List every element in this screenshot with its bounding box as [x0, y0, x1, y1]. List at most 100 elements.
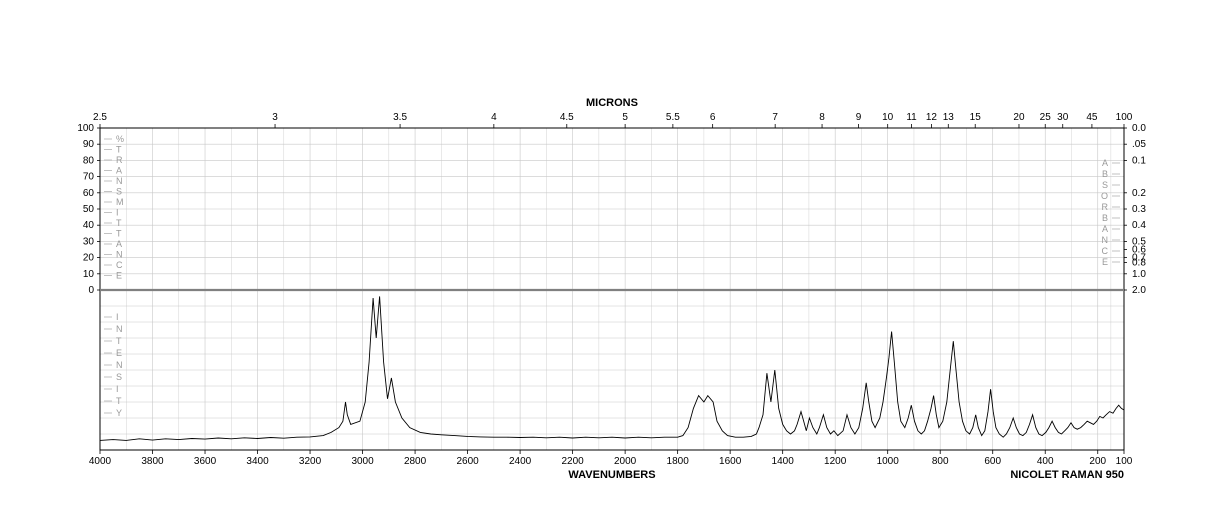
svg-text:0.3: 0.3 — [1132, 204, 1146, 215]
svg-text:30: 30 — [83, 236, 95, 247]
svg-text:0.4: 0.4 — [1132, 220, 1146, 231]
spectrum-chart: 2.533.544.555.56789101112131520253045100… — [0, 0, 1224, 528]
svg-text:1600: 1600 — [719, 456, 742, 467]
svg-text:2800: 2800 — [404, 456, 427, 467]
svg-text:6: 6 — [710, 112, 716, 123]
svg-text:20: 20 — [1013, 112, 1025, 123]
svg-text:R: R — [1102, 202, 1109, 212]
svg-text:S: S — [1102, 180, 1108, 190]
svg-text:9: 9 — [856, 112, 862, 123]
top-axis-title: MICRONS — [586, 97, 638, 109]
svg-text:3200: 3200 — [299, 456, 322, 467]
svg-text:3600: 3600 — [194, 456, 217, 467]
svg-text:3.5: 3.5 — [393, 112, 407, 123]
svg-text:N: N — [116, 360, 123, 370]
svg-text:C: C — [1102, 246, 1109, 256]
svg-text:1400: 1400 — [772, 456, 795, 467]
instrument-label: NICOLET RAMAN 950 — [1010, 469, 1124, 481]
svg-text:3: 3 — [272, 112, 278, 123]
svg-text:25: 25 — [1040, 112, 1052, 123]
svg-text:5: 5 — [622, 112, 628, 123]
svg-text:1200: 1200 — [824, 456, 847, 467]
svg-text:8: 8 — [819, 112, 825, 123]
svg-text:4000: 4000 — [89, 456, 112, 467]
svg-text:90: 90 — [83, 139, 95, 150]
svg-text:2600: 2600 — [456, 456, 479, 467]
svg-text:100: 100 — [77, 123, 94, 134]
svg-text:12: 12 — [926, 112, 938, 123]
svg-text:A: A — [1102, 224, 1108, 234]
svg-text:40: 40 — [83, 220, 95, 231]
svg-text:.05: .05 — [1132, 139, 1146, 150]
svg-text:100: 100 — [1116, 112, 1133, 123]
bottom-axis-title: WAVENUMBERS — [568, 469, 655, 481]
svg-text:45: 45 — [1086, 112, 1098, 123]
svg-text:3400: 3400 — [246, 456, 269, 467]
svg-text:N: N — [1102, 235, 1109, 245]
svg-text:3800: 3800 — [141, 456, 164, 467]
svg-text:0: 0 — [88, 285, 94, 296]
svg-text:E: E — [1102, 257, 1108, 267]
svg-text:N: N — [116, 324, 123, 334]
svg-text:T: T — [116, 218, 122, 228]
svg-text:4.5: 4.5 — [560, 112, 574, 123]
svg-text:2.0: 2.0 — [1132, 285, 1146, 296]
svg-text:0.2: 0.2 — [1132, 188, 1146, 199]
svg-text:2.5: 2.5 — [93, 112, 107, 123]
svg-text:Y: Y — [116, 408, 122, 418]
svg-text:E: E — [116, 348, 122, 358]
svg-text:A: A — [1102, 158, 1108, 168]
svg-text:O: O — [1101, 191, 1108, 201]
svg-text:%: % — [116, 134, 124, 144]
svg-text:I: I — [116, 384, 119, 394]
svg-text:A: A — [116, 239, 122, 249]
svg-text:M: M — [116, 197, 124, 207]
svg-text:4: 4 — [491, 112, 497, 123]
svg-text:N: N — [116, 250, 123, 260]
svg-text:B: B — [1102, 213, 1108, 223]
svg-text:100: 100 — [1116, 456, 1133, 467]
svg-text:13: 13 — [943, 112, 955, 123]
svg-text:400: 400 — [1037, 456, 1054, 467]
svg-text:T: T — [116, 396, 122, 406]
svg-text:T: T — [116, 336, 122, 346]
svg-text:2000: 2000 — [614, 456, 637, 467]
svg-text:0.0: 0.0 — [1132, 123, 1146, 134]
svg-text:S: S — [116, 372, 122, 382]
svg-text:30: 30 — [1057, 112, 1069, 123]
svg-text:1800: 1800 — [667, 456, 690, 467]
svg-text:1000: 1000 — [877, 456, 900, 467]
svg-text:E: E — [116, 271, 122, 281]
svg-text:T: T — [116, 229, 122, 239]
svg-text:80: 80 — [83, 155, 95, 166]
svg-text:5.5: 5.5 — [666, 112, 680, 123]
svg-text:B: B — [1102, 169, 1108, 179]
svg-text:S: S — [116, 187, 122, 197]
svg-text:0.1: 0.1 — [1132, 155, 1146, 166]
svg-text:0.8: 0.8 — [1132, 257, 1146, 268]
svg-text:N: N — [116, 176, 123, 186]
svg-text:2200: 2200 — [561, 456, 584, 467]
svg-text:10: 10 — [882, 112, 894, 123]
svg-text:2400: 2400 — [509, 456, 532, 467]
svg-text:T: T — [116, 145, 122, 155]
svg-text:10: 10 — [83, 269, 95, 280]
svg-text:11: 11 — [906, 112, 917, 123]
svg-text:60: 60 — [83, 188, 95, 199]
svg-text:I: I — [116, 208, 119, 218]
svg-text:I: I — [116, 312, 119, 322]
svg-text:R: R — [116, 155, 123, 165]
svg-text:200: 200 — [1089, 456, 1106, 467]
svg-text:A: A — [116, 166, 122, 176]
svg-text:C: C — [116, 260, 123, 270]
svg-text:70: 70 — [83, 172, 95, 183]
svg-text:7: 7 — [772, 112, 778, 123]
svg-text:800: 800 — [932, 456, 949, 467]
svg-text:50: 50 — [83, 204, 95, 215]
svg-text:15: 15 — [970, 112, 982, 123]
svg-text:600: 600 — [984, 456, 1001, 467]
svg-text:20: 20 — [83, 253, 95, 264]
chart-svg: 2.533.544.555.56789101112131520253045100… — [0, 0, 1224, 528]
svg-text:3000: 3000 — [351, 456, 374, 467]
svg-text:1.0: 1.0 — [1132, 269, 1146, 280]
